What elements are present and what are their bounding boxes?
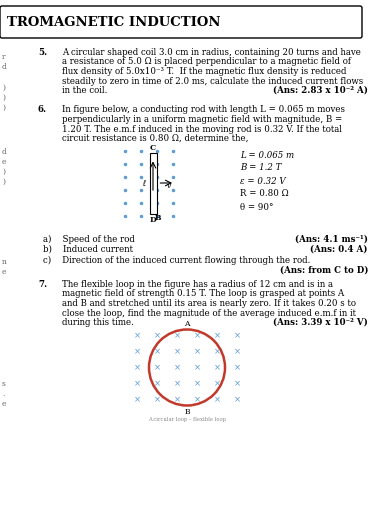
Text: ×: × — [153, 331, 160, 340]
Text: steadily to zero in time of 2.0 ms, calculate the induced current flows: steadily to zero in time of 2.0 ms, calc… — [62, 77, 363, 85]
Text: In figure below, a conducting rod with length L = 0.065 m moves: In figure below, a conducting rod with l… — [62, 105, 345, 115]
Text: e: e — [2, 400, 6, 408]
Text: ×: × — [134, 395, 141, 404]
Text: ×: × — [234, 347, 240, 356]
Text: R = 0.80 Ω: R = 0.80 Ω — [240, 190, 289, 198]
Text: d: d — [2, 148, 7, 156]
Text: ×: × — [174, 379, 180, 388]
Text: ×: × — [174, 347, 180, 356]
Text: C: C — [150, 143, 156, 152]
FancyBboxPatch shape — [0, 6, 362, 38]
Text: ×: × — [194, 395, 201, 404]
Text: (Ans: from C to D): (Ans: from C to D) — [279, 266, 368, 275]
Text: a)    Speed of the rod: a) Speed of the rod — [43, 234, 135, 244]
Text: A: A — [184, 320, 190, 327]
Text: ×: × — [194, 331, 201, 340]
Text: 6.: 6. — [38, 105, 47, 115]
Text: (Ans: 4.1 ms⁻¹): (Ans: 4.1 ms⁻¹) — [295, 234, 368, 244]
Text: 7.: 7. — [38, 280, 47, 289]
Text: ): ) — [2, 168, 5, 176]
Text: The flexible loop in the figure has a radius of 12 cm and is in a: The flexible loop in the figure has a ra… — [62, 280, 333, 289]
Text: ): ) — [2, 104, 5, 112]
Text: ×: × — [194, 363, 201, 372]
Text: ): ) — [2, 178, 5, 186]
Text: in the coil.: in the coil. — [62, 86, 107, 95]
Text: B: B — [155, 213, 161, 222]
Text: (Ans: 0.4 A): (Ans: 0.4 A) — [310, 245, 368, 254]
Text: L = 0.065 m: L = 0.065 m — [240, 151, 294, 159]
Text: ×: × — [153, 379, 160, 388]
Text: c)    Direction of the induced current flowing through the rod.: c) Direction of the induced current flow… — [43, 255, 310, 265]
Text: ×: × — [213, 379, 220, 388]
Text: ×: × — [234, 395, 240, 404]
Text: ): ) — [2, 94, 5, 102]
Text: r: r — [2, 53, 6, 61]
Text: close the loop, find the magnitude of the average induced e.m.f in it: close the loop, find the magnitude of th… — [62, 308, 356, 318]
Text: ×: × — [213, 347, 220, 356]
Text: (Ans: 3.39 x 10⁻² V): (Ans: 3.39 x 10⁻² V) — [273, 318, 368, 327]
Text: ×: × — [153, 395, 160, 404]
Text: ×: × — [174, 395, 180, 404]
Text: ×: × — [234, 331, 240, 340]
Text: b)    Induced current: b) Induced current — [43, 245, 133, 254]
Text: ×: × — [134, 379, 141, 388]
Text: ×: × — [213, 395, 220, 404]
Text: ×: × — [134, 331, 141, 340]
Text: flux density of 5.0x10⁻³ T.  If the magnetic flux density is reduced: flux density of 5.0x10⁻³ T. If the magne… — [62, 67, 346, 76]
Text: during this time.: during this time. — [62, 318, 134, 327]
Text: .: . — [2, 390, 4, 398]
Text: d: d — [2, 63, 7, 71]
Text: A circular loop – flexible loop: A circular loop – flexible loop — [148, 417, 226, 423]
Text: θ = 90°: θ = 90° — [240, 203, 273, 211]
Text: ε = 0.32 V: ε = 0.32 V — [240, 176, 286, 186]
Text: ×: × — [213, 331, 220, 340]
Text: B = 1.2 T: B = 1.2 T — [240, 163, 281, 173]
Text: n: n — [2, 258, 7, 266]
Text: ×: × — [153, 347, 160, 356]
Text: ×: × — [174, 363, 180, 372]
Text: magnetic field of strength 0.15 T. The loop is grasped at points A: magnetic field of strength 0.15 T. The l… — [62, 289, 344, 299]
Text: $\ell$: $\ell$ — [142, 178, 147, 188]
Text: and B and stretched until its area is nearly zero. If it takes 0.20 s to: and B and stretched until its area is ne… — [62, 299, 356, 308]
Bar — [150, 153, 156, 213]
Text: s: s — [2, 380, 6, 388]
Text: TROMAGNETIC INDUCTION: TROMAGNETIC INDUCTION — [7, 16, 220, 29]
Text: circuit resistance is 0.80 Ω, determine the,: circuit resistance is 0.80 Ω, determine … — [62, 134, 249, 143]
Text: ×: × — [174, 331, 180, 340]
Text: 5.: 5. — [38, 48, 47, 57]
Text: a resistance of 5.0 Ω is placed perpendicular to a magnetic field of: a resistance of 5.0 Ω is placed perpendi… — [62, 58, 351, 66]
Text: e: e — [2, 158, 6, 166]
Text: ×: × — [194, 347, 201, 356]
Text: perpendicularly in a uniform magnetic field with magnitude, B =: perpendicularly in a uniform magnetic fi… — [62, 115, 342, 124]
Text: D: D — [150, 215, 156, 224]
Text: v: v — [167, 182, 171, 190]
Text: ): ) — [2, 84, 5, 92]
Text: B: B — [184, 408, 190, 415]
Text: ×: × — [194, 379, 201, 388]
Text: (Ans: 2.83 x 10⁻² A): (Ans: 2.83 x 10⁻² A) — [273, 86, 368, 95]
Text: A circular shaped coil 3.0 cm in radius, containing 20 turns and have: A circular shaped coil 3.0 cm in radius,… — [62, 48, 361, 57]
Text: ×: × — [234, 363, 240, 372]
Text: ×: × — [134, 347, 141, 356]
Text: ×: × — [134, 363, 141, 372]
Text: e: e — [2, 268, 6, 276]
Text: ×: × — [234, 379, 240, 388]
Text: ×: × — [153, 363, 160, 372]
Text: ×: × — [213, 363, 220, 372]
Text: 1.20 T. The e.m.f induced in the moving rod is 0.32 V. If the total: 1.20 T. The e.m.f induced in the moving … — [62, 124, 342, 134]
